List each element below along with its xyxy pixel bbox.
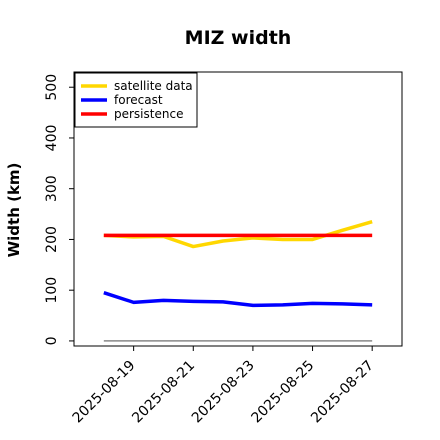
series-line-forecast — [103, 291, 373, 308]
plot-area — [73, 71, 403, 347]
y-tick-label: 0 — [44, 336, 60, 345]
x-tick-label: 2025-08-19 — [70, 358, 139, 427]
y-tick-label: 300 — [44, 175, 60, 202]
y-tick-label: 100 — [44, 277, 60, 304]
chart-title: MIZ width — [185, 27, 292, 49]
y-tick-label: 500 — [44, 74, 60, 101]
legend-label: forecast — [114, 93, 163, 107]
x-tick-label: 2025-08-23 — [189, 358, 258, 427]
x-tick-label: 2025-08-27 — [308, 358, 377, 427]
y-tick-label: 200 — [44, 226, 60, 253]
x-tick-label: 2025-08-25 — [249, 358, 318, 427]
series-group — [103, 220, 373, 308]
y-axis-label: Width (km) — [5, 163, 23, 258]
y-axis: 0 100 200 300 400 500 — [44, 74, 74, 345]
legend-label: satellite data — [114, 79, 193, 93]
x-tick-label: 2025-08-21 — [129, 358, 198, 427]
legend-label: persistence — [114, 107, 183, 121]
x-axis: 2025-08-192025-08-212025-08-232025-08-25… — [70, 346, 377, 426]
y-tick-label: 400 — [44, 125, 60, 152]
